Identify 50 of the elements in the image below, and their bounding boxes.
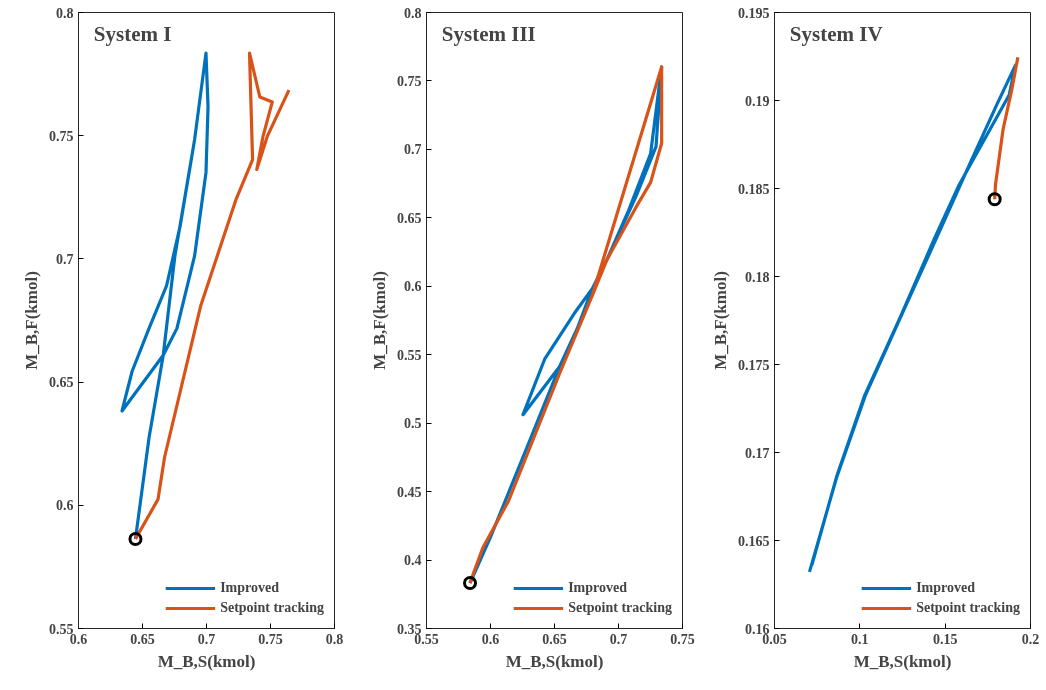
x-tick-label: 0.6	[481, 631, 500, 647]
y-axis-title: M_B,F(kmol)	[22, 271, 41, 370]
y-tick-label: 0.18	[745, 269, 770, 285]
y-tick-label: 0.185	[738, 181, 770, 197]
x-axis-title: M_B,S(kmol)	[157, 651, 256, 671]
y-tick-label: 0.175	[738, 357, 770, 373]
y-tick-label: 0.75	[49, 128, 74, 144]
x-tick-label: 0.15	[932, 631, 958, 647]
y-tick-label: 0.55	[397, 347, 422, 363]
y-tick-label: 0.5	[404, 416, 422, 432]
legend-label: Improved	[916, 580, 976, 596]
y-tick-label: 0.8	[56, 5, 74, 21]
legend-label: Setpoint tracking	[568, 600, 672, 616]
x-tick-label: 0.75	[670, 631, 695, 647]
y-tick-label: 0.17	[745, 445, 770, 461]
line-series	[807, 63, 1018, 574]
x-tick-label: 0.8	[325, 631, 344, 647]
y-tick-label: 0.65	[49, 375, 74, 391]
y-axis-title: M_B,F(kmol)	[711, 271, 730, 370]
y-tick-label: 0.7	[404, 142, 422, 158]
y-tick-label: 0.75	[397, 73, 422, 89]
x-tick-label: 0.65	[542, 631, 567, 647]
y-tick-label: 0.19	[745, 93, 770, 109]
x-axis-title: M_B,S(kmol)	[853, 651, 952, 671]
x-tick-label: 0.2	[1021, 631, 1040, 647]
y-tick-label: 0.195	[738, 5, 770, 21]
legend-label: Improved	[568, 580, 628, 596]
y-axis-title: M_B,F(kmol)	[370, 271, 389, 370]
text: System IV	[789, 21, 883, 46]
x-axis-title: M_B,S(kmol)	[505, 651, 604, 671]
y-tick-label: 0.45	[397, 484, 422, 500]
y-tick-label: 0.165	[738, 533, 770, 549]
y-tick-label: 0.4	[404, 553, 422, 569]
x-tick-label: 0.65	[130, 631, 155, 647]
legend-label: Setpoint tracking	[916, 600, 1020, 616]
y-tick-label: 0.6	[56, 498, 74, 514]
text: System III	[441, 21, 536, 46]
x-tick-label: 0.1	[851, 631, 869, 647]
line-series	[993, 55, 1020, 201]
legend-label: Improved	[220, 580, 280, 596]
y-tick-label: 0.6	[404, 279, 422, 295]
y-tick-label: 0.7	[56, 251, 74, 267]
x-tick-label: 0.75	[258, 631, 283, 647]
y-tick-label: 0.8	[404, 5, 422, 21]
x-tick-label: 0.7	[609, 631, 628, 647]
line-series	[133, 51, 291, 541]
y-tick-label: 0.65	[397, 210, 422, 226]
legend-label: Setpoint tracking	[220, 600, 324, 616]
x-tick-label: 0.7	[197, 631, 216, 647]
text: System I	[93, 21, 172, 46]
